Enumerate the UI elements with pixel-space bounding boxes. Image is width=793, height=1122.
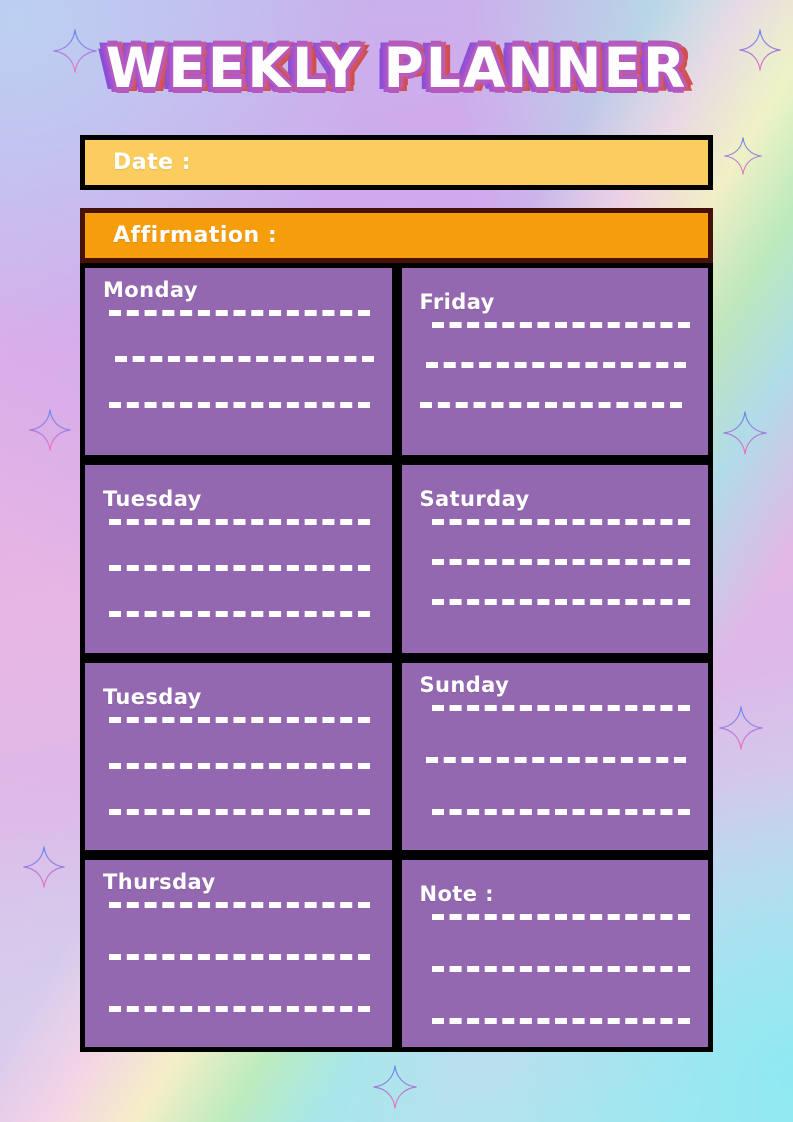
sparkle-lower-right-icon [718,705,764,751]
write-line[interactable] [425,756,686,763]
sparkle-lower-left-icon [22,845,66,889]
planner-cell-lines [103,901,374,1012]
write-line[interactable] [109,716,370,723]
planner-cell-title: Friday [419,290,495,314]
write-line[interactable] [109,402,370,408]
planner-cell[interactable]: Tuesday [80,460,397,658]
planner-cell[interactable]: Friday [396,263,713,461]
write-line[interactable] [109,901,370,908]
write-line[interactable] [431,322,690,328]
sparkle-mid-left-icon [28,408,72,452]
planner-cell[interactable]: Saturday [396,460,713,658]
planner-cell-lines [103,310,374,408]
planner-cell-title: Thursday [103,869,216,894]
write-line[interactable] [431,599,690,606]
planner-cell-lines [420,519,690,606]
planner-cell[interactable]: Tuesday [80,657,397,855]
sparkle-mid-right-icon [722,410,768,456]
sparkle-bottom-center-icon [372,1064,418,1110]
planner-cell[interactable]: Note : [396,854,713,1052]
affirmation-label: Affirmation : [113,223,278,248]
write-line[interactable] [431,704,690,711]
page-title: WEEKLY PLANNER [105,36,688,100]
write-line[interactable] [109,808,370,815]
date-field-box[interactable]: Date : [80,135,713,190]
write-line[interactable] [425,362,686,368]
planner-cell-title: Tuesday [103,487,202,512]
write-line[interactable] [109,762,370,769]
planner-cell-lines [103,519,374,618]
write-line[interactable] [431,1017,690,1024]
sparkle-upper-right-icon [723,136,763,176]
planner-cell-title: Monday [103,278,198,302]
planner-cell-lines [419,322,690,408]
affirmation-field-box[interactable]: Affirmation : [80,208,713,263]
planner-cell-lines [103,716,374,815]
planner-cell-title: Tuesday [103,684,202,709]
write-line[interactable] [109,1005,370,1012]
planner-cell[interactable]: Sunday [396,657,713,855]
write-line[interactable] [109,611,370,618]
planner-cell-title: Sunday [419,672,510,697]
planner-cell-lines [420,704,690,815]
write-line[interactable] [109,565,370,572]
date-label: Date : [113,150,192,175]
write-line[interactable] [419,402,682,408]
planner-cell-title: Note : [419,881,494,906]
page-title-wrapper: WEEKLY PLANNER [0,36,793,100]
planner-cell-title: Saturday [419,487,530,512]
write-line[interactable] [431,965,690,972]
write-line[interactable] [109,310,370,316]
write-line[interactable] [431,913,690,920]
write-line[interactable] [431,808,690,815]
write-line[interactable] [431,559,690,566]
write-line[interactable] [109,519,370,526]
weekly-grid: Monday Friday Tuesday Saturday Tuesday Sunday… [80,263,713,1052]
planner-cell[interactable]: Thursday [80,854,397,1052]
write-line[interactable] [109,953,370,960]
write-line[interactable] [431,519,690,526]
planner-cell[interactable]: Monday [80,263,397,461]
planner-cell-lines [420,913,690,1024]
write-line[interactable] [115,356,374,362]
